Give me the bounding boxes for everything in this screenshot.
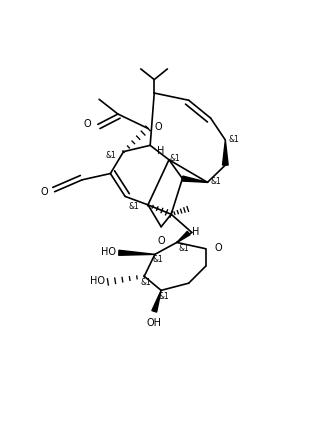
Polygon shape (152, 290, 161, 312)
Text: O: O (40, 187, 48, 197)
Text: OH: OH (147, 318, 162, 328)
Text: &1: &1 (169, 154, 180, 163)
Text: &1: &1 (178, 244, 189, 253)
Polygon shape (182, 176, 208, 182)
Text: O: O (157, 236, 165, 246)
Text: O: O (83, 120, 91, 129)
Text: O: O (155, 122, 162, 132)
Text: O: O (214, 243, 222, 253)
Text: HO: HO (101, 247, 116, 256)
Text: &1: &1 (211, 177, 222, 186)
Text: H: H (156, 146, 164, 156)
Text: &1: &1 (153, 256, 163, 264)
Polygon shape (177, 231, 190, 242)
Text: &1: &1 (129, 202, 139, 211)
Polygon shape (119, 250, 155, 255)
Text: &1: &1 (140, 278, 151, 287)
Polygon shape (222, 140, 228, 165)
Text: H: H (192, 227, 200, 237)
Text: &1: &1 (159, 291, 170, 301)
Text: &1: &1 (229, 135, 240, 144)
Text: &1: &1 (105, 151, 116, 160)
Text: HO: HO (90, 276, 105, 286)
